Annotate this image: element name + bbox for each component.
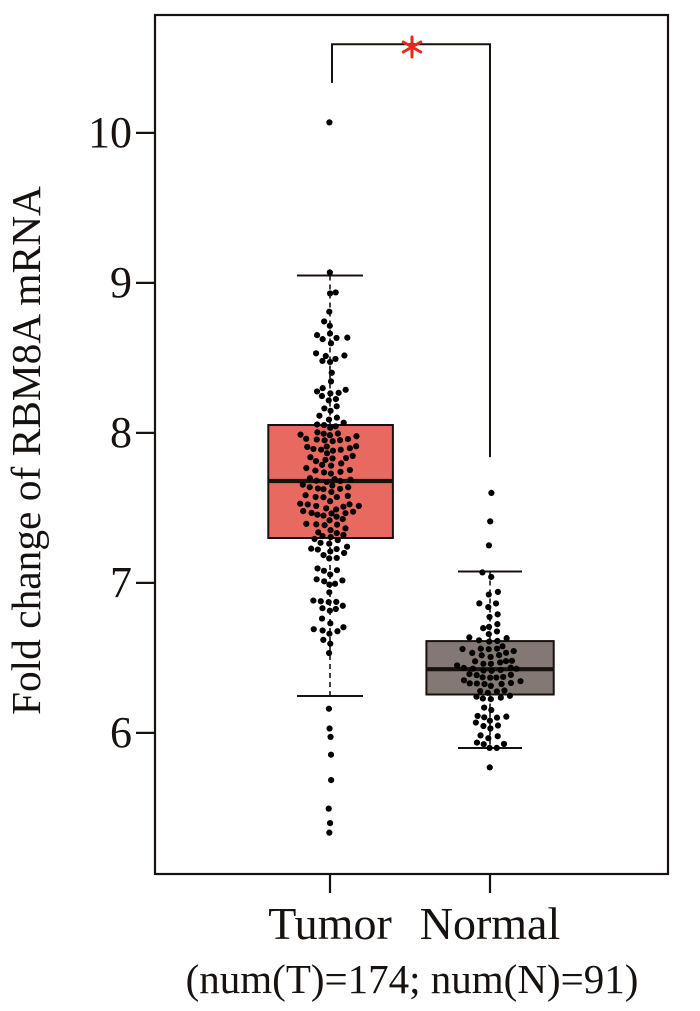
svg-text:7: 7 [110, 558, 132, 607]
svg-text:Fold change of RBM8A mRNA: Fold change of RBM8A mRNA [3, 186, 49, 715]
svg-text:10: 10 [88, 108, 132, 157]
svg-text:9: 9 [110, 258, 132, 307]
svg-text:Tumor: Tumor [268, 898, 392, 949]
svg-text:(num(T)=174; num(N)=91): (num(T)=174; num(N)=91) [186, 956, 639, 1002]
svg-text:8: 8 [110, 408, 132, 457]
svg-text:Normal: Normal [420, 898, 561, 949]
svg-text:6: 6 [110, 708, 132, 757]
